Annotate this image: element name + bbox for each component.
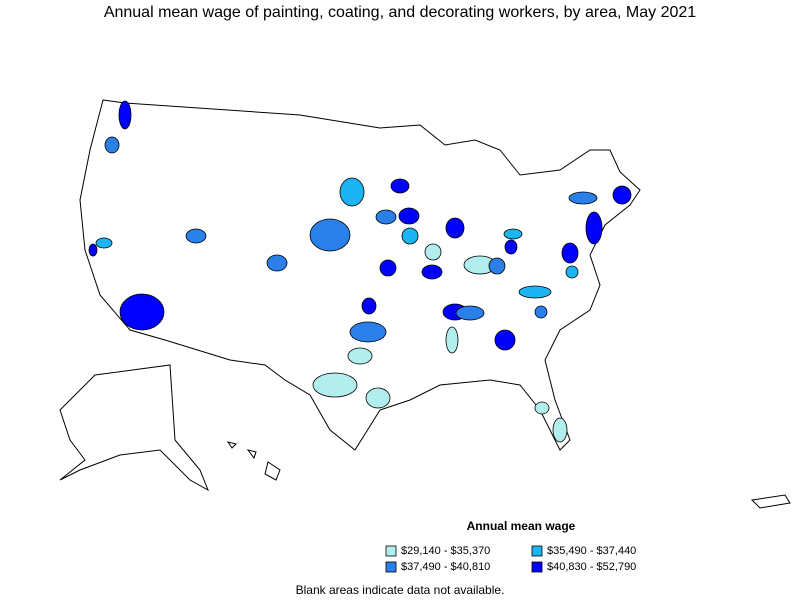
legend-label: $37,490 - $40,810: [401, 561, 490, 573]
regions: [88, 100, 632, 443]
region: [104, 136, 120, 154]
map-title: Annual mean wage of painting, coating, a…: [104, 4, 696, 21]
region: [347, 347, 373, 365]
region: [494, 329, 516, 351]
contiguous-us: [79, 99, 641, 451]
legend-swatch: [385, 561, 397, 573]
legend: Annual mean wage $29,140 - $35,370 $35,49…: [385, 519, 636, 573]
region: [312, 372, 358, 398]
hawaii: [226, 441, 281, 481]
puerto-rico: [750, 494, 791, 509]
legend-swatch: [531, 545, 543, 557]
region: [561, 242, 579, 264]
region: [349, 321, 387, 343]
legend-label: $29,140 - $35,370: [401, 545, 490, 557]
region: [585, 211, 603, 245]
region: [398, 207, 420, 225]
legend-label: $40,830 - $52,790: [547, 561, 636, 573]
region: [119, 293, 165, 331]
region: [309, 218, 351, 252]
region: [424, 243, 442, 261]
region: [518, 285, 552, 299]
region: [552, 417, 568, 443]
region: [339, 177, 365, 207]
region: [503, 228, 523, 240]
region: [401, 227, 419, 245]
legend-label: $35,490 - $37,440: [547, 545, 636, 557]
region: [379, 259, 397, 277]
map: [59, 99, 791, 509]
region: [266, 254, 288, 272]
region: [95, 237, 113, 249]
region: [185, 228, 207, 244]
region: [568, 191, 598, 205]
legend-swatch: [531, 561, 543, 573]
region: [455, 305, 485, 321]
region: [361, 297, 377, 315]
region: [365, 387, 391, 409]
region: [88, 243, 98, 257]
legend-swatch: [385, 545, 397, 557]
region: [445, 326, 459, 354]
region: [445, 217, 465, 239]
region: [390, 178, 410, 194]
region: [375, 209, 397, 225]
alaska: [59, 364, 209, 492]
region: [565, 265, 579, 279]
region: [421, 264, 443, 280]
region: [118, 100, 132, 130]
region: [504, 239, 518, 255]
region: [534, 401, 550, 415]
region: [612, 185, 632, 205]
note: Blank areas indicate data not available.: [296, 583, 505, 597]
region: [488, 257, 506, 275]
region: [534, 305, 548, 319]
legend-title: Annual mean wage: [467, 519, 576, 533]
